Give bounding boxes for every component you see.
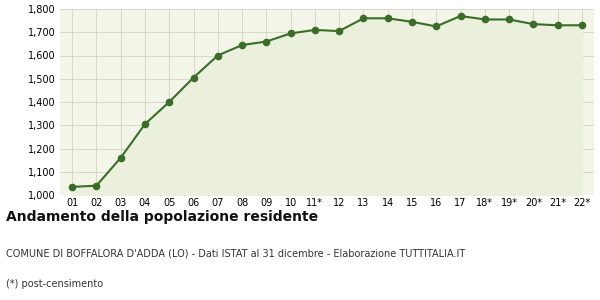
Point: [213, 53, 223, 58]
Point: [407, 20, 417, 24]
Point: [529, 22, 538, 26]
Point: [164, 100, 174, 104]
Point: [67, 184, 77, 189]
Point: [116, 155, 125, 160]
Point: [359, 16, 368, 21]
Point: [188, 75, 198, 80]
Point: [456, 14, 466, 18]
Text: Andamento della popolazione residente: Andamento della popolazione residente: [6, 210, 318, 224]
Point: [577, 23, 587, 28]
Point: [310, 28, 320, 32]
Point: [262, 39, 271, 44]
Point: [504, 17, 514, 22]
Point: [92, 183, 101, 188]
Point: [286, 31, 295, 36]
Point: [383, 16, 392, 21]
Point: [237, 43, 247, 47]
Text: (*) post-censimento: (*) post-censimento: [6, 279, 103, 289]
Point: [334, 29, 344, 34]
Text: COMUNE DI BOFFALORA D'ADDA (LO) - Dati ISTAT al 31 dicembre - Elaborazione TUTTI: COMUNE DI BOFFALORA D'ADDA (LO) - Dati I…: [6, 249, 465, 259]
Point: [140, 122, 150, 127]
Point: [431, 24, 441, 29]
Point: [480, 17, 490, 22]
Point: [553, 23, 562, 28]
